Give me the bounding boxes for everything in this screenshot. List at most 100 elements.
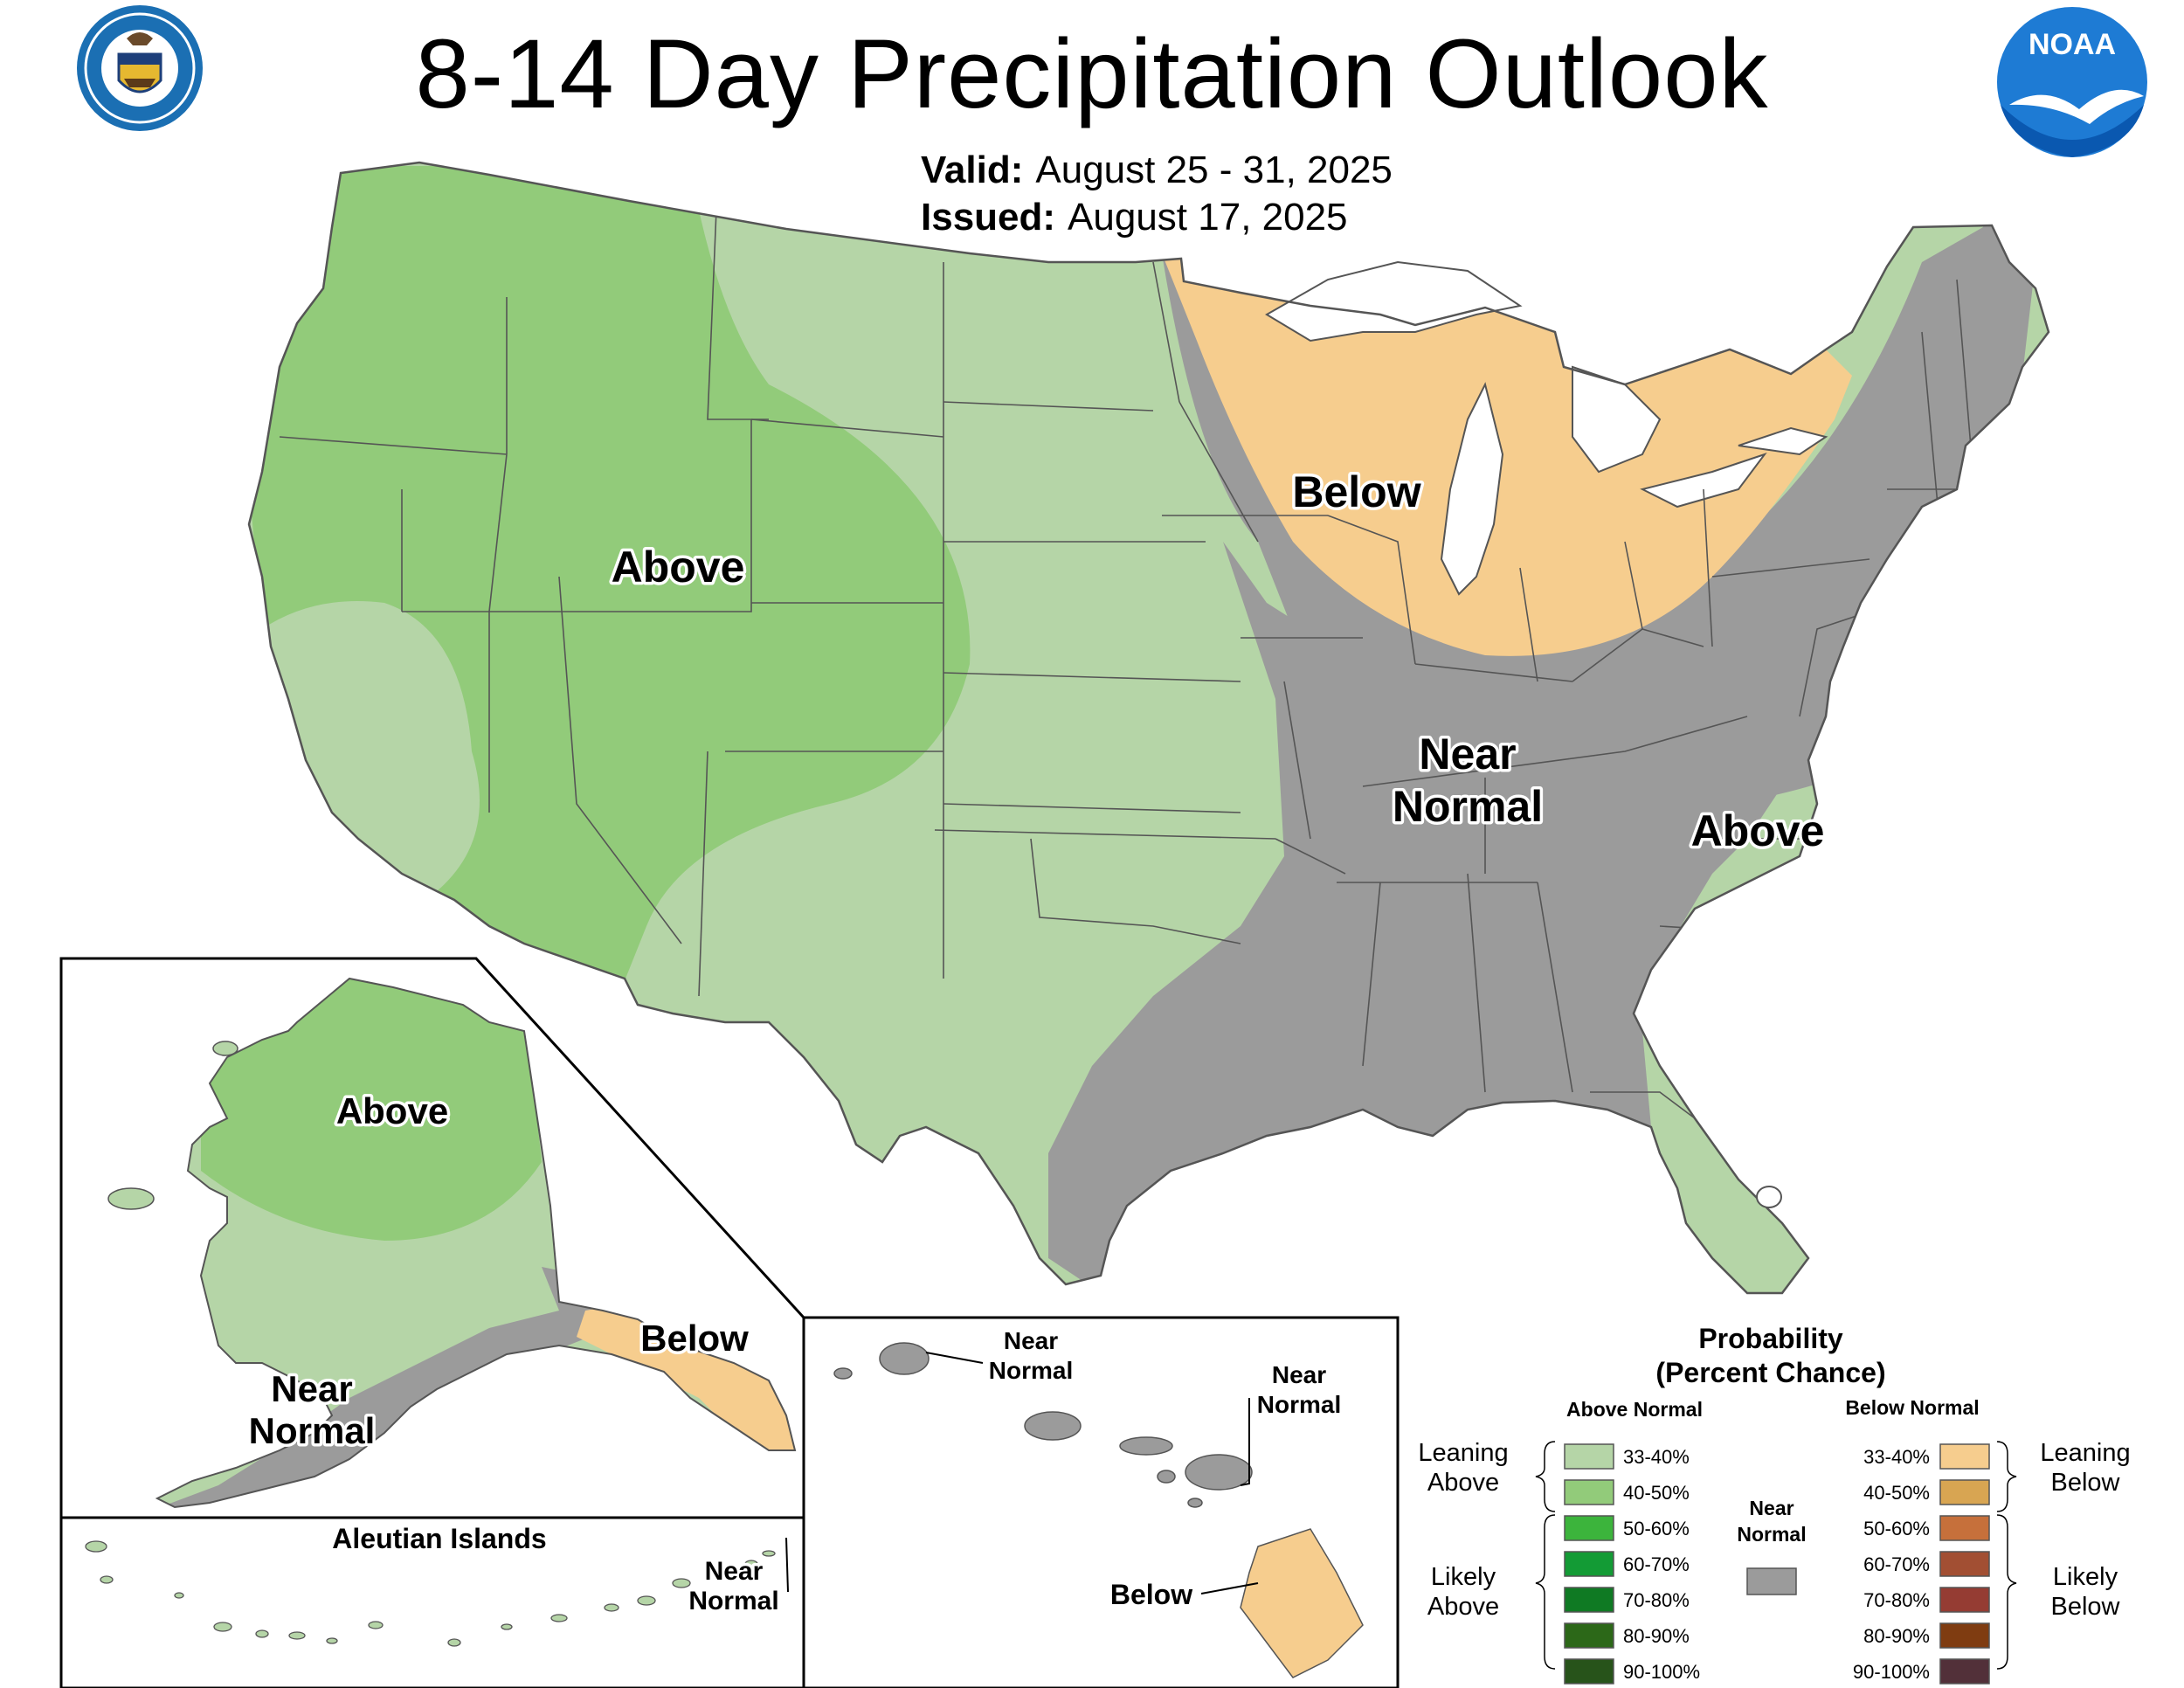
page-title: 8-14 Day Precipitation Outlook	[415, 19, 1769, 128]
legend-below-swatch-5	[1939, 1587, 1990, 1613]
lake-erie	[1640, 453, 1767, 508]
legend-below-header: Below Normal	[1845, 1396, 1979, 1419]
st-lawrence-island	[107, 1187, 155, 1210]
valid-label: Valid:	[921, 149, 1024, 191]
issued-value: August 17, 2025	[1068, 196, 1348, 239]
legend-below-swatch-3	[1939, 1515, 1990, 1541]
region-below-great-lakes	[1162, 253, 1852, 656]
legend-below-label-6: 80-90%	[1863, 1625, 1930, 1647]
great-lakes	[1265, 260, 1828, 596]
legend-above-label-1: 33-40%	[1623, 1446, 1690, 1468]
niihau	[833, 1367, 853, 1380]
legend-above-swatch-1	[1564, 1443, 1614, 1470]
big-island	[1240, 1528, 1364, 1678]
legend-above-label-2: 40-50%	[1623, 1482, 1690, 1504]
kauai	[879, 1342, 930, 1375]
legend-below-label-1: 33-40%	[1863, 1446, 1930, 1468]
lake-michigan	[1440, 382, 1504, 596]
valid-dates-block: Valid: August 25 - 31, 2025 Issued: August…	[921, 147, 1393, 241]
region-near-normal-conus	[970, 175, 2035, 1293]
legend-title-1: Probability	[1698, 1323, 1843, 1354]
brace-likely-below	[1996, 1514, 2017, 1670]
oahu	[1024, 1411, 1082, 1441]
legend-below-swatch-6	[1939, 1622, 1990, 1649]
label-aleutian-near-2: Normal	[688, 1587, 778, 1615]
label-near-normal-conus-1: Near	[1419, 730, 1516, 778]
lake-superior	[1265, 260, 1523, 342]
kahoolawe	[1187, 1498, 1203, 1508]
hi-near-a-leader	[925, 1352, 984, 1364]
legend-likely-above-1: Likely	[1431, 1563, 1496, 1591]
legend-below-label-7: 90-100%	[1853, 1661, 1930, 1683]
label-ak-below: Below	[640, 1318, 749, 1359]
legend-below-bins: 33-40% 40-50% 50-60% 60-70% 70-80% 80-90% 90-1…	[1853, 1443, 1990, 1685]
legend-leaning-above-2: Above	[1427, 1469, 1499, 1497]
legend-above-label-3: 50-60%	[1623, 1518, 1690, 1539]
legend-above-swatch-4	[1564, 1551, 1614, 1577]
label-aleutian-near-1: Near	[705, 1557, 764, 1586]
alaska-inset-frame	[59, 957, 1400, 1688]
brace-likely-above	[1535, 1514, 1556, 1670]
legend-likely-below-2: Below	[2051, 1593, 2121, 1621]
legend-above-label-4: 60-70%	[1623, 1553, 1690, 1575]
label-above-west: Above	[612, 543, 745, 591]
brace-leaning-below	[1996, 1441, 2017, 1512]
issued-line: Issued: August 17, 2025	[921, 194, 1393, 241]
legend-near-swatch	[1746, 1567, 1797, 1595]
legend-above-swatch-7	[1564, 1658, 1614, 1685]
legend-title-2: (Percent Chance)	[1655, 1357, 1885, 1388]
legend-near-2: Normal	[1737, 1523, 1806, 1546]
label-hi-near-b-1: Near	[1272, 1361, 1326, 1388]
label-hi-below: Below	[1110, 1579, 1192, 1610]
legend: Probability (Percent Chance) Above Norma…	[1418, 1323, 2131, 1685]
valid-line: Valid: August 25 - 31, 2025	[921, 147, 1393, 194]
label-below-great-lakes: Below	[1292, 467, 1420, 516]
noaa-logo: NOAA	[1997, 7, 2147, 157]
legend-below-swatch-7	[1939, 1658, 1990, 1685]
legend-above-swatch-5	[1564, 1587, 1614, 1613]
aleutian-title: Aleutian Islands	[332, 1523, 546, 1554]
label-ak-above: Above	[336, 1090, 448, 1131]
small-island	[212, 1041, 238, 1056]
legend-leaning-below-1: Leaning	[2040, 1439, 2130, 1467]
legend-below-label-5: 70-80%	[1863, 1589, 1930, 1611]
legend-above-swatch-6	[1564, 1622, 1614, 1649]
legend-leaning-below-2: Below	[2051, 1469, 2121, 1497]
legend-likely-below-1: Likely	[2053, 1563, 2118, 1591]
lanai	[1157, 1470, 1176, 1484]
legend-below-swatch-4	[1939, 1551, 1990, 1577]
hi-below-leader	[1200, 1582, 1259, 1595]
label-above-east: Above	[1691, 806, 1825, 855]
region-above-west	[249, 166, 971, 1013]
lake-okeechobee	[1756, 1186, 1782, 1208]
legend-above-swatch-3	[1564, 1515, 1614, 1541]
legend-above-label-7: 90-100%	[1623, 1661, 1700, 1683]
legend-above-bins: 33-40% 40-50% 50-60% 60-70% 70-80% 80-90% 90-1…	[1564, 1443, 1700, 1685]
molokai	[1119, 1436, 1173, 1456]
label-near-normal-conus-2: Normal	[1393, 782, 1543, 831]
legend-below-swatch-1	[1939, 1443, 1990, 1470]
aleutian-islands	[85, 1540, 776, 1647]
brace-leaning-above	[1535, 1441, 1556, 1512]
legend-below-label-3: 50-60%	[1863, 1518, 1930, 1539]
issued-label: Issued:	[921, 196, 1056, 239]
legend-likely-above-2: Above	[1427, 1593, 1499, 1621]
hawaii-islands	[833, 1342, 1364, 1678]
legend-above-label-5: 70-80%	[1623, 1589, 1690, 1611]
noaa-logo-text: NOAA	[2028, 28, 2116, 61]
legend-above-label-6: 80-90%	[1623, 1625, 1690, 1647]
aleutian-near-leader	[785, 1537, 789, 1593]
commerce-seal-logo	[77, 5, 203, 131]
lake-ontario	[1738, 426, 1828, 456]
legend-near-1: Near	[1749, 1497, 1794, 1519]
label-hi-near-b-2: Normal	[1257, 1391, 1341, 1418]
legend-leaning-above-1: Leaning	[1418, 1439, 1508, 1467]
label-ak-near-1: Near	[271, 1368, 352, 1409]
alaska-outline	[155, 977, 797, 1509]
legend-below-label-4: 60-70%	[1863, 1553, 1930, 1575]
hi-near-b-leader	[1240, 1398, 1250, 1486]
legend-above-swatch-2	[1564, 1479, 1614, 1505]
legend-above-header: Above Normal	[1566, 1398, 1703, 1421]
